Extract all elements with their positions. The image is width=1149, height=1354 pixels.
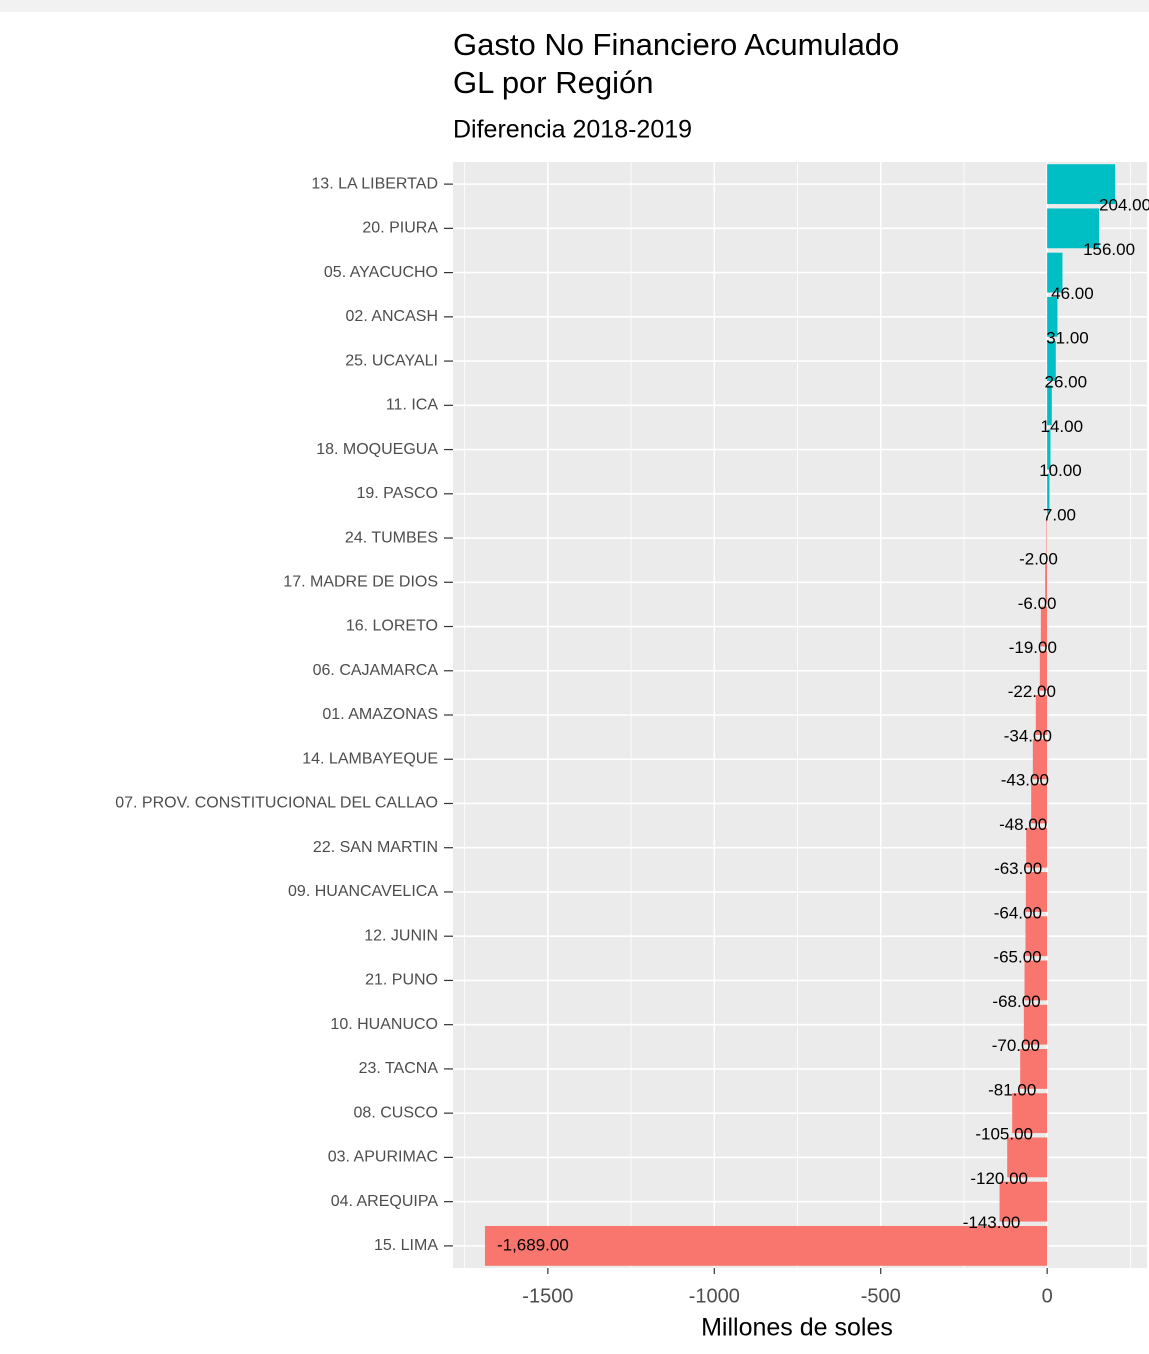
y-tick-label: 18. MOQUEGUA	[316, 441, 438, 458]
y-tick-label: 09. HUANCAVELICA	[288, 883, 438, 900]
value-label: -48.00	[999, 815, 1047, 834]
x-tick-label: -1000	[689, 1285, 740, 1307]
value-label: -2.00	[1019, 550, 1058, 569]
bar	[1032, 739, 1048, 780]
value-label: -64.00	[994, 903, 1042, 922]
y-tick-label: 15. LIMA	[374, 1237, 438, 1254]
y-tick-label: 01. AMAZONAS	[322, 706, 438, 723]
y-tick-label: 02. ANCASH	[346, 308, 438, 325]
bar	[1047, 473, 1050, 514]
value-label: 10.00	[1039, 461, 1082, 480]
bar	[1020, 1049, 1048, 1089]
bar	[1012, 1093, 1048, 1134]
value-label: 204.00	[1099, 196, 1149, 215]
value-label: 31.00	[1046, 328, 1089, 347]
x-axis-label: Millones de soles	[701, 1314, 893, 1342]
y-tick-label: 05. AYACUCHO	[324, 264, 438, 281]
bar	[999, 1181, 1048, 1222]
bar	[1031, 783, 1048, 824]
y-tick-label: 11. ICA	[386, 397, 439, 414]
bar	[1047, 341, 1056, 381]
y-tick-label: 04. AREQUIPA	[331, 1193, 439, 1210]
chart-title: Gasto No Financiero Acumulado	[453, 27, 899, 62]
y-tick-label: 08. CUSCO	[354, 1104, 438, 1121]
y-tick-label: 22. SAN MARTIN	[313, 839, 438, 856]
value-label: -65.00	[993, 948, 1041, 967]
bar	[1025, 916, 1048, 957]
value-label: -63.00	[994, 859, 1042, 878]
y-tick-label: 23. TACNA	[359, 1060, 439, 1077]
bar	[1047, 252, 1063, 293]
x-tick-label: -500	[861, 1285, 901, 1307]
y-tick-label: 13. LA LIBERTAD	[311, 175, 438, 192]
value-label: -70.00	[992, 1036, 1040, 1055]
value-label: 46.00	[1051, 284, 1094, 303]
bar	[1026, 827, 1048, 868]
value-label: -105.00	[975, 1125, 1033, 1144]
value-label: -22.00	[1008, 682, 1056, 701]
value-label: -143.00	[963, 1213, 1021, 1232]
bar	[1047, 208, 1100, 249]
y-tick-label: 14. LAMBAYEQUE	[302, 750, 438, 767]
value-label: -1,689.00	[497, 1235, 569, 1254]
y-tick-label: 03. APURIMAC	[328, 1149, 438, 1166]
bar	[1046, 518, 1048, 558]
top-border	[0, 0, 1149, 12]
y-tick-label: 16. LORETO	[346, 618, 438, 635]
bar	[1047, 164, 1116, 205]
value-label: 156.00	[1083, 240, 1135, 259]
bar	[1024, 960, 1048, 1001]
y-tick-label: 07. PROV. CONSTITUCIONAL DEL CALLAO	[115, 795, 438, 812]
y-tick-label: 06. CAJAMARCA	[313, 662, 439, 679]
value-label: -34.00	[1004, 726, 1052, 745]
bar	[1047, 429, 1051, 470]
chart-title: GL por Región	[453, 65, 653, 100]
value-label: 14.00	[1041, 417, 1084, 436]
bar	[1007, 1137, 1048, 1178]
value-label: 26.00	[1045, 373, 1088, 392]
bar	[1045, 562, 1048, 603]
bar	[1047, 385, 1052, 426]
bar	[1039, 650, 1048, 691]
bar	[1040, 606, 1048, 647]
bar	[1035, 695, 1048, 735]
x-tick-label: -1500	[522, 1285, 573, 1307]
y-tick-label: 19. PASCO	[356, 485, 438, 502]
y-tick-label: 17. MADRE DE DIOS	[283, 573, 438, 590]
value-label: -120.00	[970, 1169, 1028, 1188]
value-label: -81.00	[988, 1080, 1036, 1099]
y-tick-label: 24. TUMBES	[345, 529, 438, 546]
bar	[1047, 296, 1058, 337]
bar	[1023, 1004, 1048, 1045]
y-tick-label: 10. HUANUCO	[330, 1016, 438, 1033]
y-tick-label: 25. UCAYALI	[345, 352, 438, 369]
x-tick-label: 0	[1042, 1285, 1053, 1307]
chart-subtitle: Diferencia 2018-2019	[453, 116, 692, 144]
value-label: -6.00	[1018, 594, 1057, 613]
bar	[1025, 872, 1048, 912]
value-label: -19.00	[1009, 638, 1057, 657]
value-label: -68.00	[992, 992, 1040, 1011]
y-tick-label: 21. PUNO	[365, 972, 438, 989]
y-tick-label: 20. PIURA	[362, 220, 438, 237]
value-label: -43.00	[1001, 771, 1049, 790]
value-label: 7.00	[1043, 505, 1076, 524]
bar	[484, 1225, 1048, 1266]
y-tick-label: 12. JUNIN	[364, 927, 438, 944]
